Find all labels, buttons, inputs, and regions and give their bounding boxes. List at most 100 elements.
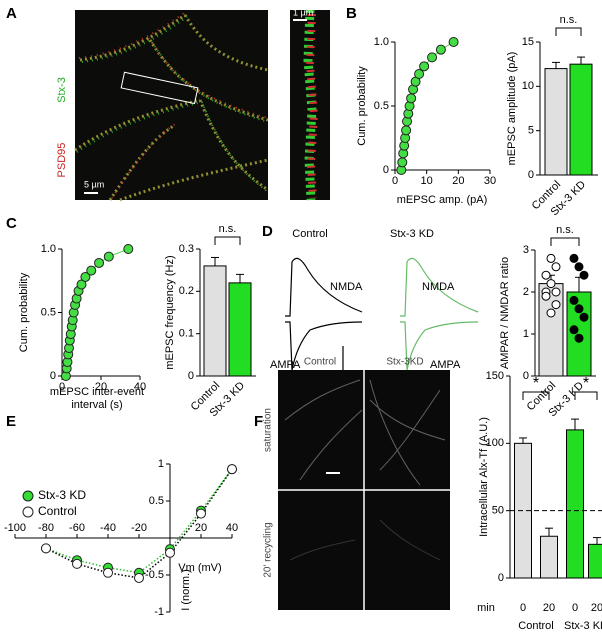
data-point: [397, 157, 408, 168]
images-f: Control Stx-3KD saturation 20' recycling: [263, 357, 450, 610]
data-point: [406, 93, 417, 104]
data-point: [41, 543, 51, 554]
y-tick-label: 0.5: [41, 306, 56, 318]
component-label: NMDA: [422, 281, 455, 293]
ampa-trace: [285, 321, 363, 371]
y-tick-label: 0: [498, 572, 504, 584]
neurite: [289, 519, 441, 561]
data-point: [435, 44, 446, 55]
bar: [203, 265, 227, 377]
x-tick-label: -40: [100, 522, 116, 534]
panel-label: E: [6, 413, 16, 430]
y-axis-label: Intracellular Alx-Tf (A.U.): [478, 417, 490, 537]
data-point: [546, 308, 556, 318]
y-axis-label: Cum. probability: [18, 272, 30, 352]
significance-label: n.s.: [219, 223, 237, 235]
zoom-box: [120, 71, 199, 105]
row-label: 20' recycling: [263, 522, 274, 577]
legend-marker: [22, 506, 34, 518]
data-point: [86, 265, 97, 276]
bar: [569, 63, 593, 176]
x-tick-label: 20: [591, 602, 602, 614]
data-point: [94, 257, 105, 268]
data-point: [569, 325, 579, 335]
y-tick-label: 0: [383, 164, 389, 176]
data-point: [72, 558, 82, 569]
y-tick-label: 0.2: [179, 285, 194, 297]
y-tick-label: 5: [528, 125, 534, 137]
dendrite: [74, 13, 269, 202]
significance-bracket: [555, 27, 582, 36]
data-point: [546, 279, 556, 289]
y-tick-label: 0.5: [149, 495, 164, 507]
component-label: NMDA: [330, 281, 363, 293]
bar: [540, 535, 558, 579]
y-tick-label: -1: [154, 606, 164, 618]
column-label: Stx-3KD: [386, 357, 423, 368]
y-tick-label: 0: [188, 370, 194, 382]
panel-label: F: [254, 413, 263, 430]
scale-bar-label: 5 µm: [84, 179, 104, 189]
bar: [228, 282, 252, 377]
panel-label: C: [6, 215, 17, 232]
significance-bracket: [214, 236, 241, 245]
nmda-trace: [400, 257, 479, 317]
component-label: AMPA: [430, 359, 461, 371]
panel-label: D: [262, 223, 273, 240]
significance-bracket: [574, 391, 598, 400]
x-tick-label: 30: [484, 175, 496, 187]
y-tick-label: 0: [523, 370, 529, 382]
x-tick-label: 0: [572, 602, 578, 614]
data-point: [579, 270, 589, 280]
data-point: [419, 61, 430, 72]
data-point: [196, 508, 206, 519]
channel-label: PSD95: [56, 143, 68, 178]
significance-bracket: [522, 391, 550, 400]
y-tick-label: 2: [523, 286, 529, 298]
data-point: [569, 253, 579, 263]
significance-label: n.s.: [556, 224, 574, 236]
y-tick-label: 10: [522, 80, 534, 92]
neurite: [284, 379, 446, 486]
legend-label: Control: [38, 504, 77, 518]
data-point: [574, 333, 584, 343]
x-tick-label: 0: [392, 175, 398, 187]
y-tick-label: 1.0: [374, 36, 389, 48]
significance-label: *: [583, 375, 589, 392]
data-point: [541, 270, 551, 280]
data-point: [103, 251, 114, 262]
y-axis-label: Cum. probability: [356, 66, 368, 146]
x-tick-label: 20: [543, 602, 555, 614]
bar: [588, 543, 602, 579]
y-tick-label: 0.5: [374, 100, 389, 112]
x-tick-label: -100: [4, 522, 26, 534]
x-tick-label: 40: [134, 381, 146, 393]
legend-marker: [22, 490, 34, 502]
trace-scale-bar: [342, 346, 357, 375]
data-point: [401, 125, 412, 136]
y-tick-label: 0.1: [179, 328, 194, 340]
dendrite: [78, 12, 269, 199]
spine-signal: [305, 13, 319, 199]
y-tick-label: 1.0: [41, 243, 56, 255]
x-axis-label: mEPSC inter-event interval (s): [50, 386, 144, 411]
data-point: [227, 464, 237, 475]
y-tick-label: 0: [50, 370, 56, 382]
y-tick-label: 1: [158, 458, 164, 470]
data-point: [123, 244, 134, 254]
data-point: [551, 287, 561, 297]
traces-d: Control Stx-3 KD NMDA AMPA NMDA AMPA: [270, 228, 479, 375]
data-point: [134, 572, 144, 583]
x-tick-label: -60: [69, 522, 85, 534]
channel-label: Stx-3: [56, 77, 68, 103]
x-tick-label: 0: [520, 602, 526, 614]
group-label: Control: [518, 620, 553, 632]
scale-bar-label: 1 µm: [293, 7, 313, 17]
data-point: [165, 547, 175, 558]
x-tick-label: 0: [59, 381, 65, 393]
x-tick-label: 40: [226, 522, 238, 534]
group-label: Stx-3 KD: [564, 620, 602, 632]
bar: [544, 68, 568, 176]
